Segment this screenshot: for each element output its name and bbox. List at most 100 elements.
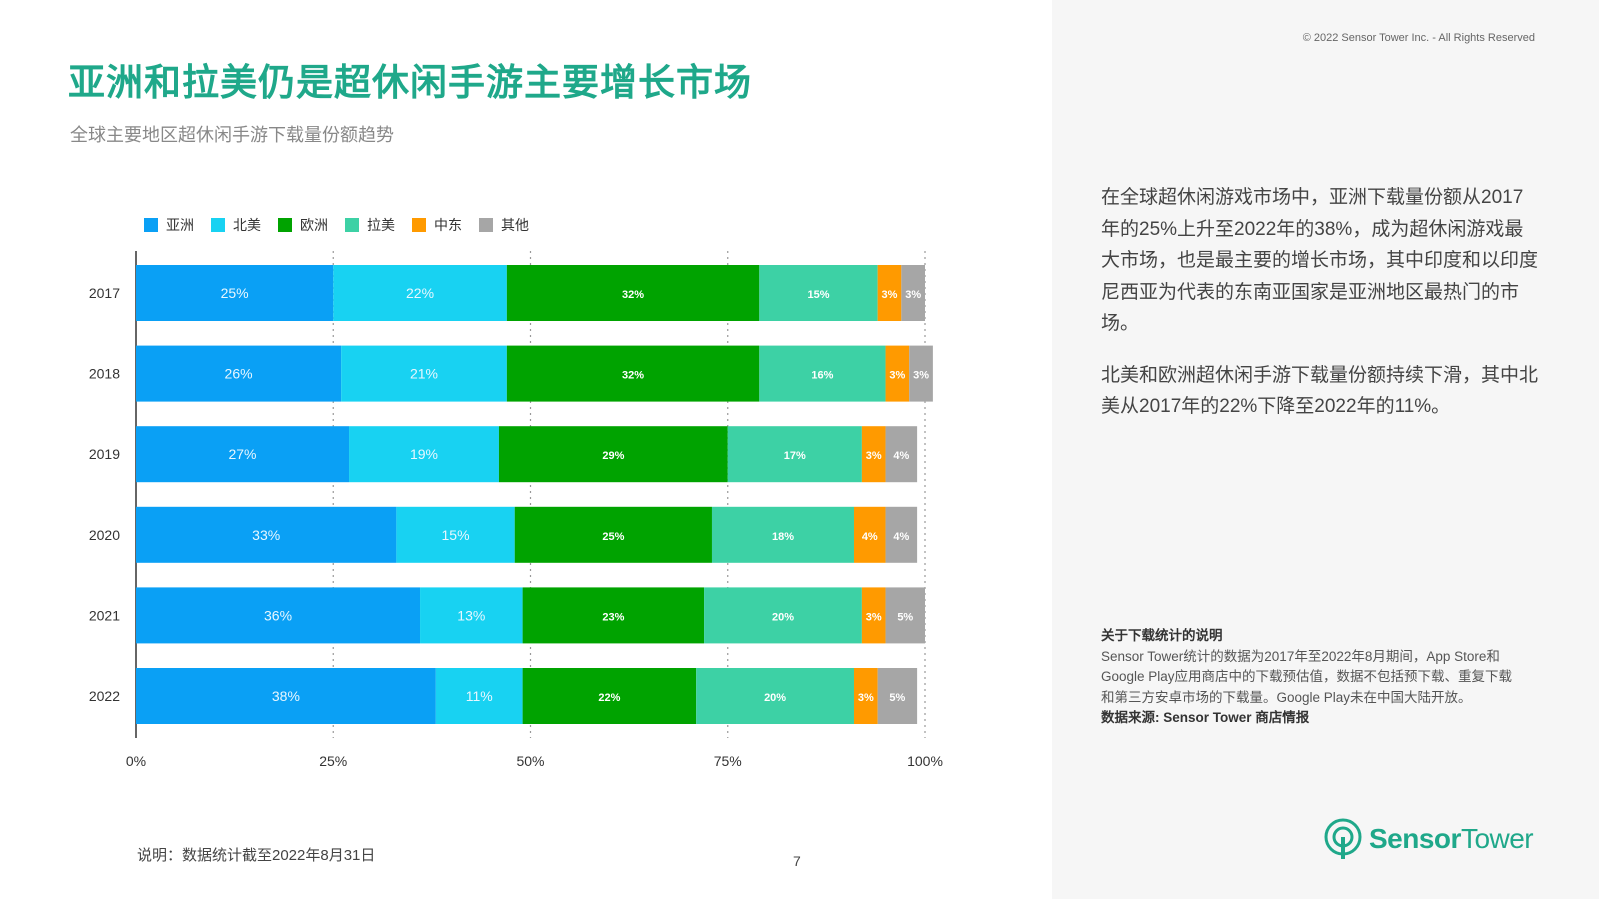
y-tick-label-2017: 2017 <box>89 285 120 301</box>
y-tick-label-2020: 2020 <box>89 527 120 543</box>
bar-2022-0 <box>136 668 436 724</box>
data-label-2021-5: 5% <box>897 611 913 623</box>
body-text: 在全球超休闲游戏市场中，亚洲下载量份额从2017年的25%上升至2022年的38… <box>1101 182 1541 443</box>
x-tick-label-1: 25% <box>319 753 347 769</box>
legend-swatch-0 <box>144 218 158 232</box>
data-label-2018-4: 3% <box>889 370 905 382</box>
x-tick-label-3: 75% <box>714 753 742 769</box>
note-text: Sensor Tower统计的数据为2017年至2022年8月期间，App St… <box>1101 648 1513 705</box>
data-label-2022-2: 22% <box>598 692 620 704</box>
y-tick-label-2021: 2021 <box>89 607 120 623</box>
data-label-2018-1: 21% <box>410 366 438 382</box>
bar-2020-5 <box>885 506 918 563</box>
bar-2018-0 <box>136 345 342 402</box>
bar-2018-4 <box>885 345 910 402</box>
sensor-tower-logo: SensorTower <box>1323 817 1534 861</box>
y-tick-label-2018: 2018 <box>89 366 120 382</box>
bar-2021-2 <box>522 587 705 644</box>
bar-2018-3 <box>759 345 886 402</box>
data-label-2018-3: 16% <box>811 370 833 382</box>
data-label-2021-0: 36% <box>264 607 292 623</box>
legend-swatch-4 <box>412 218 426 232</box>
data-label-2021-2: 23% <box>602 611 624 623</box>
legend-label-2: 欧洲 <box>300 217 328 233</box>
legend-swatch-2 <box>278 218 292 232</box>
sensor-tower-logo-icon <box>1324 818 1362 859</box>
data-label-2017-4: 3% <box>882 289 898 301</box>
data-label-2020-4: 4% <box>862 531 878 543</box>
page-number: 7 <box>793 853 801 869</box>
bar-2020-3 <box>711 506 854 563</box>
bar-2017-1 <box>333 265 507 321</box>
data-label-2020-0: 33% <box>252 527 280 543</box>
bar-2019-3 <box>727 426 862 483</box>
data-label-2019-3: 17% <box>784 450 806 462</box>
note-source: 数据来源: Sensor Tower 商店情报 <box>1101 710 1310 725</box>
legend-swatch-5 <box>479 218 493 232</box>
bar-2022-2 <box>522 668 697 724</box>
bar-2022-4 <box>853 668 878 724</box>
bar-2019-5 <box>885 426 918 483</box>
bar-2020-4 <box>853 506 886 563</box>
page-title: 亚洲和拉美仍是超休闲手游主要增长市场 <box>68 62 752 103</box>
data-label-2019-1: 19% <box>410 446 438 462</box>
note-title: 关于下载统计的说明 <box>1101 628 1223 643</box>
data-label-2022-4: 3% <box>858 692 874 704</box>
data-label-2021-3: 20% <box>772 611 794 623</box>
bar-2021-3 <box>704 587 862 644</box>
legend-label-1: 北美 <box>233 217 261 233</box>
bar-2017-5 <box>901 265 925 321</box>
page-subtitle: 全球主要地区超休闲手游下载量份额趋势 <box>70 125 394 145</box>
body-paragraph-1: 在全球超休闲游戏市场中，亚洲下载量份额从2017年的25%上升至2022年的38… <box>1101 187 1539 334</box>
legend-label-4: 中东 <box>434 217 462 233</box>
data-label-2022-5: 5% <box>889 692 905 704</box>
data-label-2022-1: 11% <box>466 688 493 704</box>
body-paragraph-2: 北美和欧洲超休闲手游下载量份额持续下滑，其中北美从2017年的22%下降至202… <box>1101 364 1539 418</box>
stacked-bar-chart: 2017 25% 22% 32% 15% 3% 3% 2018 26% 21% 32% 16% 3% 3%… <box>89 217 943 769</box>
bar-2022-1 <box>435 668 523 724</box>
logo-word-tower: Tower <box>1460 823 1534 854</box>
bar-2021-0 <box>136 587 421 644</box>
data-label-2020-2: 25% <box>602 531 624 543</box>
bar-2020-0 <box>136 506 397 563</box>
data-label-2019-5: 4% <box>893 450 909 462</box>
data-label-2022-0: 38% <box>272 688 300 704</box>
legend-swatch-3 <box>345 218 359 232</box>
legend-label-0: 亚洲 <box>166 217 194 233</box>
bar-2017-4 <box>877 265 902 321</box>
data-label-2020-1: 15% <box>442 527 470 543</box>
data-label-2017-5: 3% <box>905 289 921 301</box>
legend-label-5: 其他 <box>501 217 529 233</box>
y-tick-label-2022: 2022 <box>89 688 120 704</box>
bar-2017-3 <box>759 265 878 321</box>
bar-2017-2 <box>506 265 760 321</box>
data-label-2022-3: 20% <box>764 692 786 704</box>
x-tick-label-4: 100% <box>907 753 943 769</box>
bar-2018-5 <box>909 345 933 402</box>
bar-2019-1 <box>349 426 499 483</box>
legend-swatch-1 <box>211 218 225 232</box>
data-label-2017-1: 22% <box>406 285 434 301</box>
data-label-2020-3: 18% <box>772 531 794 543</box>
bar-2019-0 <box>136 426 350 483</box>
data-label-2017-0: 25% <box>221 285 249 301</box>
legend-label-3: 拉美 <box>367 217 395 233</box>
data-label-2019-0: 27% <box>228 446 256 462</box>
y-tick-label-2019: 2019 <box>89 446 120 462</box>
data-label-2020-5: 4% <box>893 531 909 543</box>
bar-2022-3 <box>696 668 854 724</box>
data-label-2021-1: 13% <box>457 607 485 623</box>
bar-2019-2 <box>498 426 728 483</box>
bar-2022-5 <box>877 668 918 724</box>
data-label-2021-4: 3% <box>866 611 882 623</box>
x-tick-label-0: 0% <box>126 753 146 769</box>
bar-2018-1 <box>341 345 507 402</box>
data-label-2019-4: 3% <box>866 450 882 462</box>
copyright: © 2022 Sensor Tower Inc. - All Rights Re… <box>1302 32 1535 44</box>
bar-2018-2 <box>506 345 760 402</box>
data-label-2018-0: 26% <box>225 366 253 382</box>
bar-2020-1 <box>396 506 515 563</box>
bar-2021-1 <box>420 587 523 644</box>
bar-2021-5 <box>885 587 925 644</box>
footnote: 说明：数据统计截至2022年8月31日 <box>137 847 376 864</box>
